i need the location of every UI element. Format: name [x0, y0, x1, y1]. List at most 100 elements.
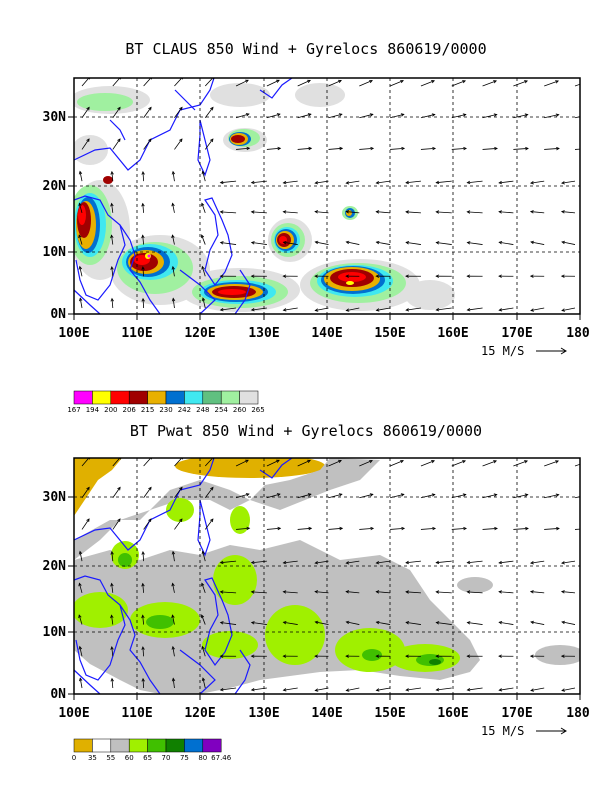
bottom-wind-arrowhead — [282, 560, 287, 565]
top-wind-vector — [79, 266, 83, 277]
top-wind-vector — [561, 241, 576, 245]
top-wind-arrowhead — [466, 180, 471, 185]
bottom-wind-vector — [346, 621, 360, 625]
top-wind-vector — [574, 116, 580, 119]
bottom-wind-vector — [79, 551, 83, 562]
bottom-wind-arrowhead — [530, 620, 535, 625]
bottom-wind-arrowhead — [201, 550, 205, 555]
top-wind-vector — [346, 180, 360, 184]
bottom-wind-vector — [406, 560, 421, 564]
bottom-wind-arrowhead — [345, 688, 350, 692]
bottom-wind-vector — [467, 591, 483, 594]
top-wind-vector — [499, 307, 514, 311]
top-wind-vector — [201, 234, 206, 245]
bottom-wind-arrowhead — [86, 518, 90, 523]
bottom-wind-arrowhead — [375, 688, 380, 692]
bottom-wind-vector — [482, 528, 498, 530]
top-wind-vector — [467, 211, 483, 214]
bottom-wind-vector — [561, 687, 576, 692]
top-map-panel: 100E 110E 120E 130E 140E 150E 160E 170E … — [43, 77, 590, 414]
bottom-wind-arrowhead — [210, 518, 214, 523]
top-wind-vector — [544, 114, 559, 119]
bottom-wind-vector — [201, 583, 206, 593]
bottom-wind-vector — [544, 494, 559, 499]
bottom-wind-arrowhead — [338, 493, 343, 497]
top-wind-vector — [346, 211, 360, 214]
bottom-wind-vector — [376, 687, 391, 691]
bottom-ticks — [68, 496, 581, 700]
top-wind-arrowhead — [200, 234, 205, 239]
bottom-wind-arrowhead — [375, 560, 380, 565]
top-wind-vector — [283, 241, 298, 245]
bottom-wind-vector — [315, 687, 329, 691]
top-lon-label: 110E — [121, 326, 152, 341]
top-wind-vector — [467, 180, 483, 184]
top-wind-arrowhead — [524, 113, 529, 117]
bottom-wind-vector — [436, 591, 452, 594]
bottom-wind-vector — [251, 560, 267, 564]
top-wind-vector — [359, 80, 373, 87]
top-wind-vector — [236, 147, 250, 150]
top-wind-vector — [297, 113, 311, 119]
top-wind-vector — [172, 235, 175, 245]
bottom-wind-vector — [346, 687, 360, 692]
top-colorbar-label: 230 — [159, 406, 172, 414]
bottom-wind-arrowhead — [462, 493, 467, 497]
bottom-wind-arrowhead — [171, 550, 176, 555]
top-colorbar: 167 194 200 206 215 230 242 248 254 260 265 — [67, 390, 265, 414]
top-wind-arrowhead — [276, 113, 281, 117]
bottom-wind-vector — [283, 621, 298, 625]
bottom-wind-vector — [142, 646, 145, 657]
bottom-wind-vector — [172, 551, 175, 562]
top-colorbar-label: 242 — [178, 406, 191, 414]
top-wind-vector — [389, 80, 404, 87]
top-wind-vector — [111, 235, 114, 245]
top-wind-arrowhead — [555, 80, 559, 84]
top-wind-arrowhead — [561, 308, 566, 312]
top-wind-arrowhead — [307, 79, 311, 83]
top-wind-arrowhead — [530, 240, 535, 245]
bottom-wind-arrowhead — [524, 460, 528, 464]
top-wind-arrowhead — [314, 181, 319, 185]
top-lon-label: 150E — [374, 326, 405, 341]
bottom-wind-arrowhead — [201, 677, 206, 682]
top-wind-vector — [561, 180, 576, 184]
bottom-wind-arrowhead — [375, 654, 380, 658]
top-wind-arrowhead — [493, 113, 498, 117]
bottom-wind-vectors — [78, 458, 580, 692]
bottom-colorbar-label: 65 — [143, 754, 152, 762]
top-wind-vector — [81, 138, 90, 150]
top-wind-vector — [315, 241, 329, 245]
top-lon-label: 100E — [58, 326, 89, 341]
bottom-wind-vector — [235, 459, 249, 467]
bottom-wind-arrowhead — [282, 654, 287, 658]
top-wind-vector — [142, 298, 145, 309]
bottom-wind-arrowhead — [370, 526, 375, 531]
bottom-wind-arrowhead — [314, 654, 318, 658]
top-wind-arrowhead — [493, 80, 497, 84]
top-wind-arrowhead — [141, 234, 145, 239]
top-wind-vector — [574, 148, 580, 150]
bottom-wind-arrowhead — [498, 654, 502, 658]
bottom-wind-vector — [79, 583, 83, 593]
bottom-wind-arrowhead — [117, 518, 121, 523]
bottom-wind-vector — [561, 560, 576, 564]
bottom-wind-vector — [220, 622, 237, 625]
top-wind-arrowhead — [498, 240, 503, 245]
top-wind-arrowhead — [556, 146, 560, 151]
top-wind-vector — [328, 80, 342, 87]
bottom-wind-arrowhead — [345, 620, 350, 625]
top-wind-arrowhead — [530, 308, 534, 312]
top-colorbar-label: 167 — [67, 406, 80, 414]
top-wind-arrowhead — [345, 181, 350, 185]
top-wind-vector — [297, 147, 312, 150]
top-wind-vector — [499, 211, 514, 214]
bottom-wind-vector — [142, 551, 145, 562]
bottom-wind-vector — [405, 591, 421, 594]
top-colorbar-swatch — [184, 390, 204, 405]
top-wind-vector — [172, 203, 175, 213]
top-wind-vector — [251, 211, 267, 214]
top-wind-arrowhead — [338, 113, 343, 117]
bottom-wind-arrowhead — [201, 582, 205, 587]
bottom-lon-label: 140E — [311, 706, 342, 721]
